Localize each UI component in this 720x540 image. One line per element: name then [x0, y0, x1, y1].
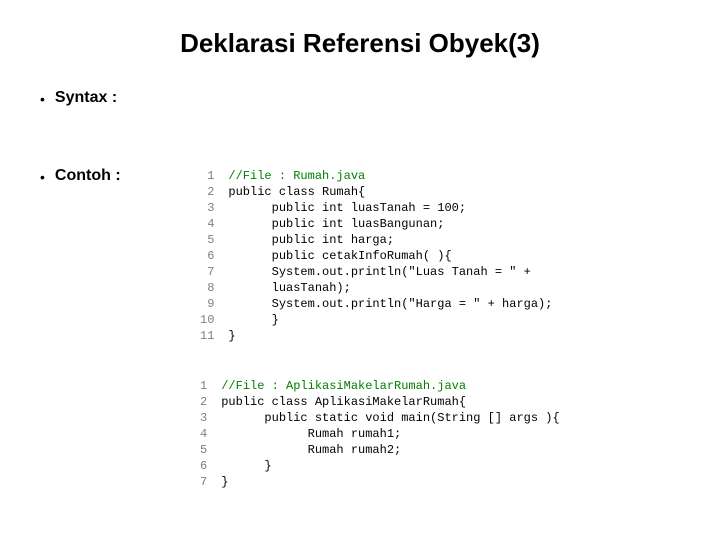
bullet-dot-icon: •: [40, 167, 45, 187]
code-block-2: 1 2 3 4 5 6 7 //File : AplikasiMakelarRu…: [200, 378, 560, 490]
bullet-syntax-label: Syntax :: [55, 89, 117, 107]
code-block-2-gutter: 1 2 3 4 5 6 7: [200, 378, 221, 490]
code-block-2-lines: //File : AplikasiMakelarRumah.java publi…: [221, 378, 559, 490]
bullet-contoh-label: Contoh :: [55, 167, 121, 185]
code-block-1: 1 2 3 4 5 6 7 8 9 10 11 //File : Rumah.j…: [200, 168, 552, 344]
bullet-syntax: • Syntax :: [40, 89, 720, 109]
bullet-dot-icon: •: [40, 89, 45, 109]
code-block-1-gutter: 1 2 3 4 5 6 7 8 9 10 11: [200, 168, 228, 344]
page-title: Deklarasi Referensi Obyek(3): [0, 0, 720, 79]
code-block-1-lines: //File : Rumah.java public class Rumah{ …: [228, 168, 552, 344]
